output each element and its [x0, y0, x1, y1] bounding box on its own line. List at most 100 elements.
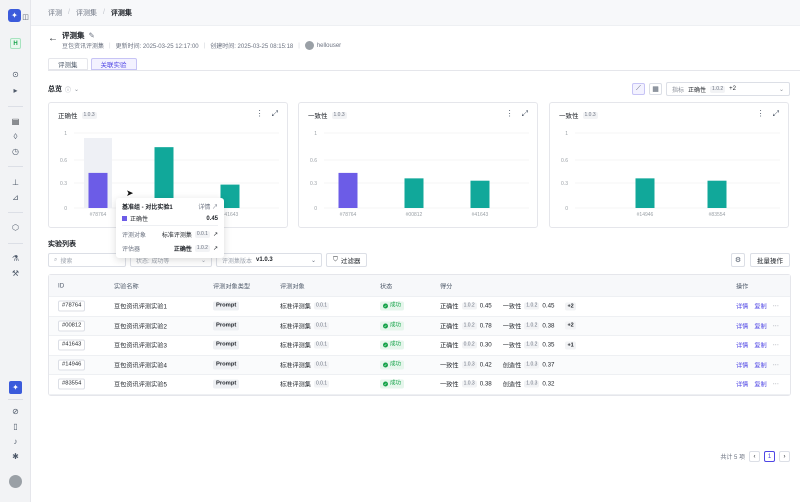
dataset-icon[interactable]: ▤	[11, 117, 20, 126]
target-type-tag: Prompt	[213, 340, 240, 350]
trace-icon[interactable]: ⊥	[12, 178, 19, 187]
drag-handle-icon[interactable]: ⋮	[255, 109, 264, 118]
detail-link[interactable]: 详情	[736, 342, 749, 350]
bar[interactable]	[220, 184, 240, 208]
score-version: 1.0.2	[461, 302, 477, 310]
updated-time: 更新时间: 2025-03-25 12:17:00	[115, 44, 199, 50]
version-value: v1.0.3	[256, 257, 273, 263]
page-number[interactable]: 1	[764, 451, 775, 462]
experiment-id[interactable]: #41643	[58, 339, 86, 351]
next-page-icon[interactable]: ›	[779, 451, 790, 462]
y-tick-label: 1	[64, 131, 67, 137]
external-link-icon[interactable]: ↗	[212, 246, 218, 252]
detail-link[interactable]: 详情	[736, 323, 749, 331]
flask-icon[interactable]: ⚗	[11, 254, 20, 263]
table-row[interactable]: #83554 豆包资讯评测实验5 Prompt 标准评测集 0.0.1 ✓ 成功 一致性 1.0…	[49, 375, 790, 395]
drag-handle-icon[interactable]: ⋮	[505, 109, 514, 118]
edit-icon[interactable]: ✎	[88, 31, 95, 40]
metric-select[interactable]: 指标 正确性 1.0.2 +2 ⌄	[666, 82, 790, 96]
line-chart-icon[interactable]: ⟋	[632, 83, 645, 95]
tab-dataset[interactable]: 评测集	[48, 58, 88, 70]
breadcrumb: 评测 / 评测集 / 评测集	[31, 0, 800, 26]
tab-related-experiments[interactable]: 关联实验	[90, 58, 137, 70]
play-icon[interactable]: ▸	[13, 86, 18, 95]
settings-icon[interactable]: ✱	[12, 452, 19, 461]
more-actions-icon[interactable]: ···	[772, 341, 779, 349]
experiment-id[interactable]: #83554	[58, 378, 86, 390]
dataset-description: 豆包资讯评测集	[62, 44, 105, 50]
detail-link[interactable]: 详情	[736, 362, 749, 370]
breadcrumb-item[interactable]: 评测集	[75, 9, 97, 17]
bar[interactable]	[154, 147, 174, 208]
bar[interactable]	[707, 180, 727, 208]
score-version: 1.0.3	[461, 361, 477, 369]
workspace-avatar[interactable]: H	[10, 38, 21, 49]
bar[interactable]	[635, 178, 655, 208]
collapse-sidebar-icon[interactable]: ◫	[22, 13, 29, 21]
experiment-id[interactable]: #78764	[58, 300, 86, 312]
column-settings-icon[interactable]: ⚙	[731, 253, 745, 267]
score-metric: 一致性	[440, 362, 459, 370]
experiment-icon[interactable]: ◷	[12, 147, 19, 156]
cube-icon[interactable]: ⬡	[12, 223, 19, 232]
brand-icon[interactable]: ✦	[9, 381, 22, 394]
user-avatar[interactable]	[9, 475, 22, 488]
expand-icon[interactable]: ⤢	[521, 109, 528, 118]
app-logo[interactable]: ✦	[8, 9, 21, 22]
compass-icon[interactable]: ⊘	[12, 407, 19, 416]
more-actions-icon[interactable]: ···	[772, 380, 779, 388]
bell-icon[interactable]: ♪	[13, 437, 18, 446]
copy-link[interactable]: 复制	[754, 303, 767, 311]
filter-button[interactable]: ⛉ 过滤器	[326, 253, 368, 267]
breadcrumb-item[interactable]: 评测	[48, 9, 62, 17]
copy-link[interactable]: 复制	[754, 323, 767, 331]
version-select[interactable]: 评测集版本 v1.0.3 ⌄	[216, 253, 322, 267]
overview-toggle[interactable]: 总览 ⓘ ⌄	[48, 84, 79, 94]
chart-card-3: 一致性 1.0.3 ⋮ ⤢ 1 0.6 0.3 0 #14946 #83554	[549, 102, 789, 228]
bulk-actions-button[interactable]: 批量操作	[750, 253, 790, 267]
table-view-icon[interactable]: ▦	[649, 83, 662, 95]
table-row[interactable]: #78764 豆包资讯评测实验1 Prompt 标准评测集 0.0.1 ✓ 成功 正确性 1.0…	[49, 297, 790, 317]
stats-icon[interactable]: ⊿	[12, 193, 19, 202]
bar[interactable]	[404, 178, 424, 208]
tools-icon[interactable]: ⚒	[11, 269, 20, 278]
expand-icon[interactable]: ⤢	[772, 109, 779, 118]
bar[interactable]	[470, 180, 490, 208]
score-value: 0.30	[479, 341, 492, 349]
copy-link[interactable]: 复制	[754, 342, 767, 350]
playground-icon[interactable]: ⊙	[12, 70, 19, 79]
table-row[interactable]: #14946 豆包资讯评测实验4 Prompt 标准评测集 0.0.1 ✓ 成功 一致性 1.0…	[49, 355, 790, 375]
experiment-id[interactable]: #14946	[58, 359, 86, 371]
table-row[interactable]: #00812 豆包资讯评测实验2 Prompt 标准评测集 0.0.1 ✓ 成功 正确性 1.0…	[49, 316, 790, 336]
x-tick-label: #00812	[406, 212, 423, 218]
external-link-icon[interactable]: ↗	[212, 232, 218, 238]
bar[interactable]	[88, 172, 108, 208]
copy-link[interactable]: 复制	[754, 362, 767, 370]
more-actions-icon[interactable]: ···	[772, 361, 779, 369]
more-scores-badge[interactable]: +2	[565, 302, 576, 311]
y-tick-label: 1	[565, 131, 568, 137]
detail-link[interactable]: 详情	[736, 381, 749, 389]
more-actions-icon[interactable]: ···	[772, 302, 779, 310]
more-scores-badge[interactable]: +2	[565, 321, 576, 330]
back-arrow-icon[interactable]: ←	[48, 33, 58, 44]
detail-link[interactable]: 详情	[736, 303, 749, 311]
tooltip-detail-link[interactable]: 详情 ↗	[198, 205, 218, 211]
evaluator-icon[interactable]: ◊	[13, 132, 18, 141]
drag-handle-icon[interactable]: ⋮	[756, 109, 765, 118]
experiment-id[interactable]: #00812	[58, 320, 86, 332]
tooltip-row2-label: 评测对象	[122, 233, 147, 239]
expand-icon[interactable]: ⤢	[271, 109, 278, 118]
target-name: 标准评测集	[280, 323, 311, 331]
copy-link[interactable]: 复制	[754, 381, 767, 389]
more-scores-badge[interactable]: +1	[565, 341, 576, 350]
more-actions-icon[interactable]: ···	[772, 322, 779, 330]
metric-version: 1.0.2	[710, 85, 726, 93]
target-type-tag: Prompt	[213, 301, 240, 311]
table-row[interactable]: #41643 豆包资讯评测实验3 Prompt 标准评测集 0.0.1 ✓ 成功 正确性 0.0…	[49, 336, 790, 356]
legend-swatch	[122, 216, 127, 221]
doc-icon[interactable]: ▯	[13, 422, 18, 431]
search-input[interactable]: ⌕ 搜索	[48, 253, 126, 267]
prev-page-icon[interactable]: ‹	[749, 451, 760, 462]
bar[interactable]	[338, 172, 358, 208]
